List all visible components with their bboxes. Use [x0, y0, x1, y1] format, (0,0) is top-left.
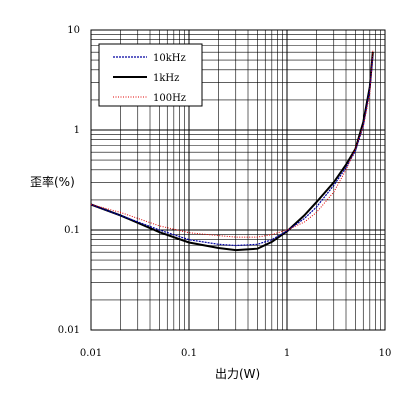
y-axis-label: 歪率(%)	[30, 174, 75, 189]
x-tick-label: 0.1	[181, 348, 197, 359]
y-tick-label: 10	[67, 25, 80, 36]
tick-labels: 0.01 0.1 1 10 0.01 0.1 1 10	[58, 25, 392, 359]
series-layer	[90, 50, 374, 252]
legend-label-100hz: 100Hz	[153, 93, 186, 104]
legend: 10kHz 1kHz 100Hz	[98, 43, 203, 107]
x-tick-label: 1	[284, 348, 290, 359]
plot-frame	[90, 29, 386, 331]
x-tick-label: 10	[379, 348, 392, 359]
y-tick-label: 0.1	[64, 225, 80, 236]
legend-label-10khz: 10kHz	[153, 53, 186, 64]
x-tick-label: 0.01	[80, 348, 102, 359]
series-line-10khz	[90, 55, 374, 247]
x-axis-label: 出力(W)	[215, 367, 260, 381]
y-tick-label: 1	[74, 125, 80, 136]
legend-label-1khz: 1kHz	[153, 73, 179, 84]
y-tick-label: 0.01	[58, 325, 80, 336]
legend-box	[98, 43, 203, 107]
